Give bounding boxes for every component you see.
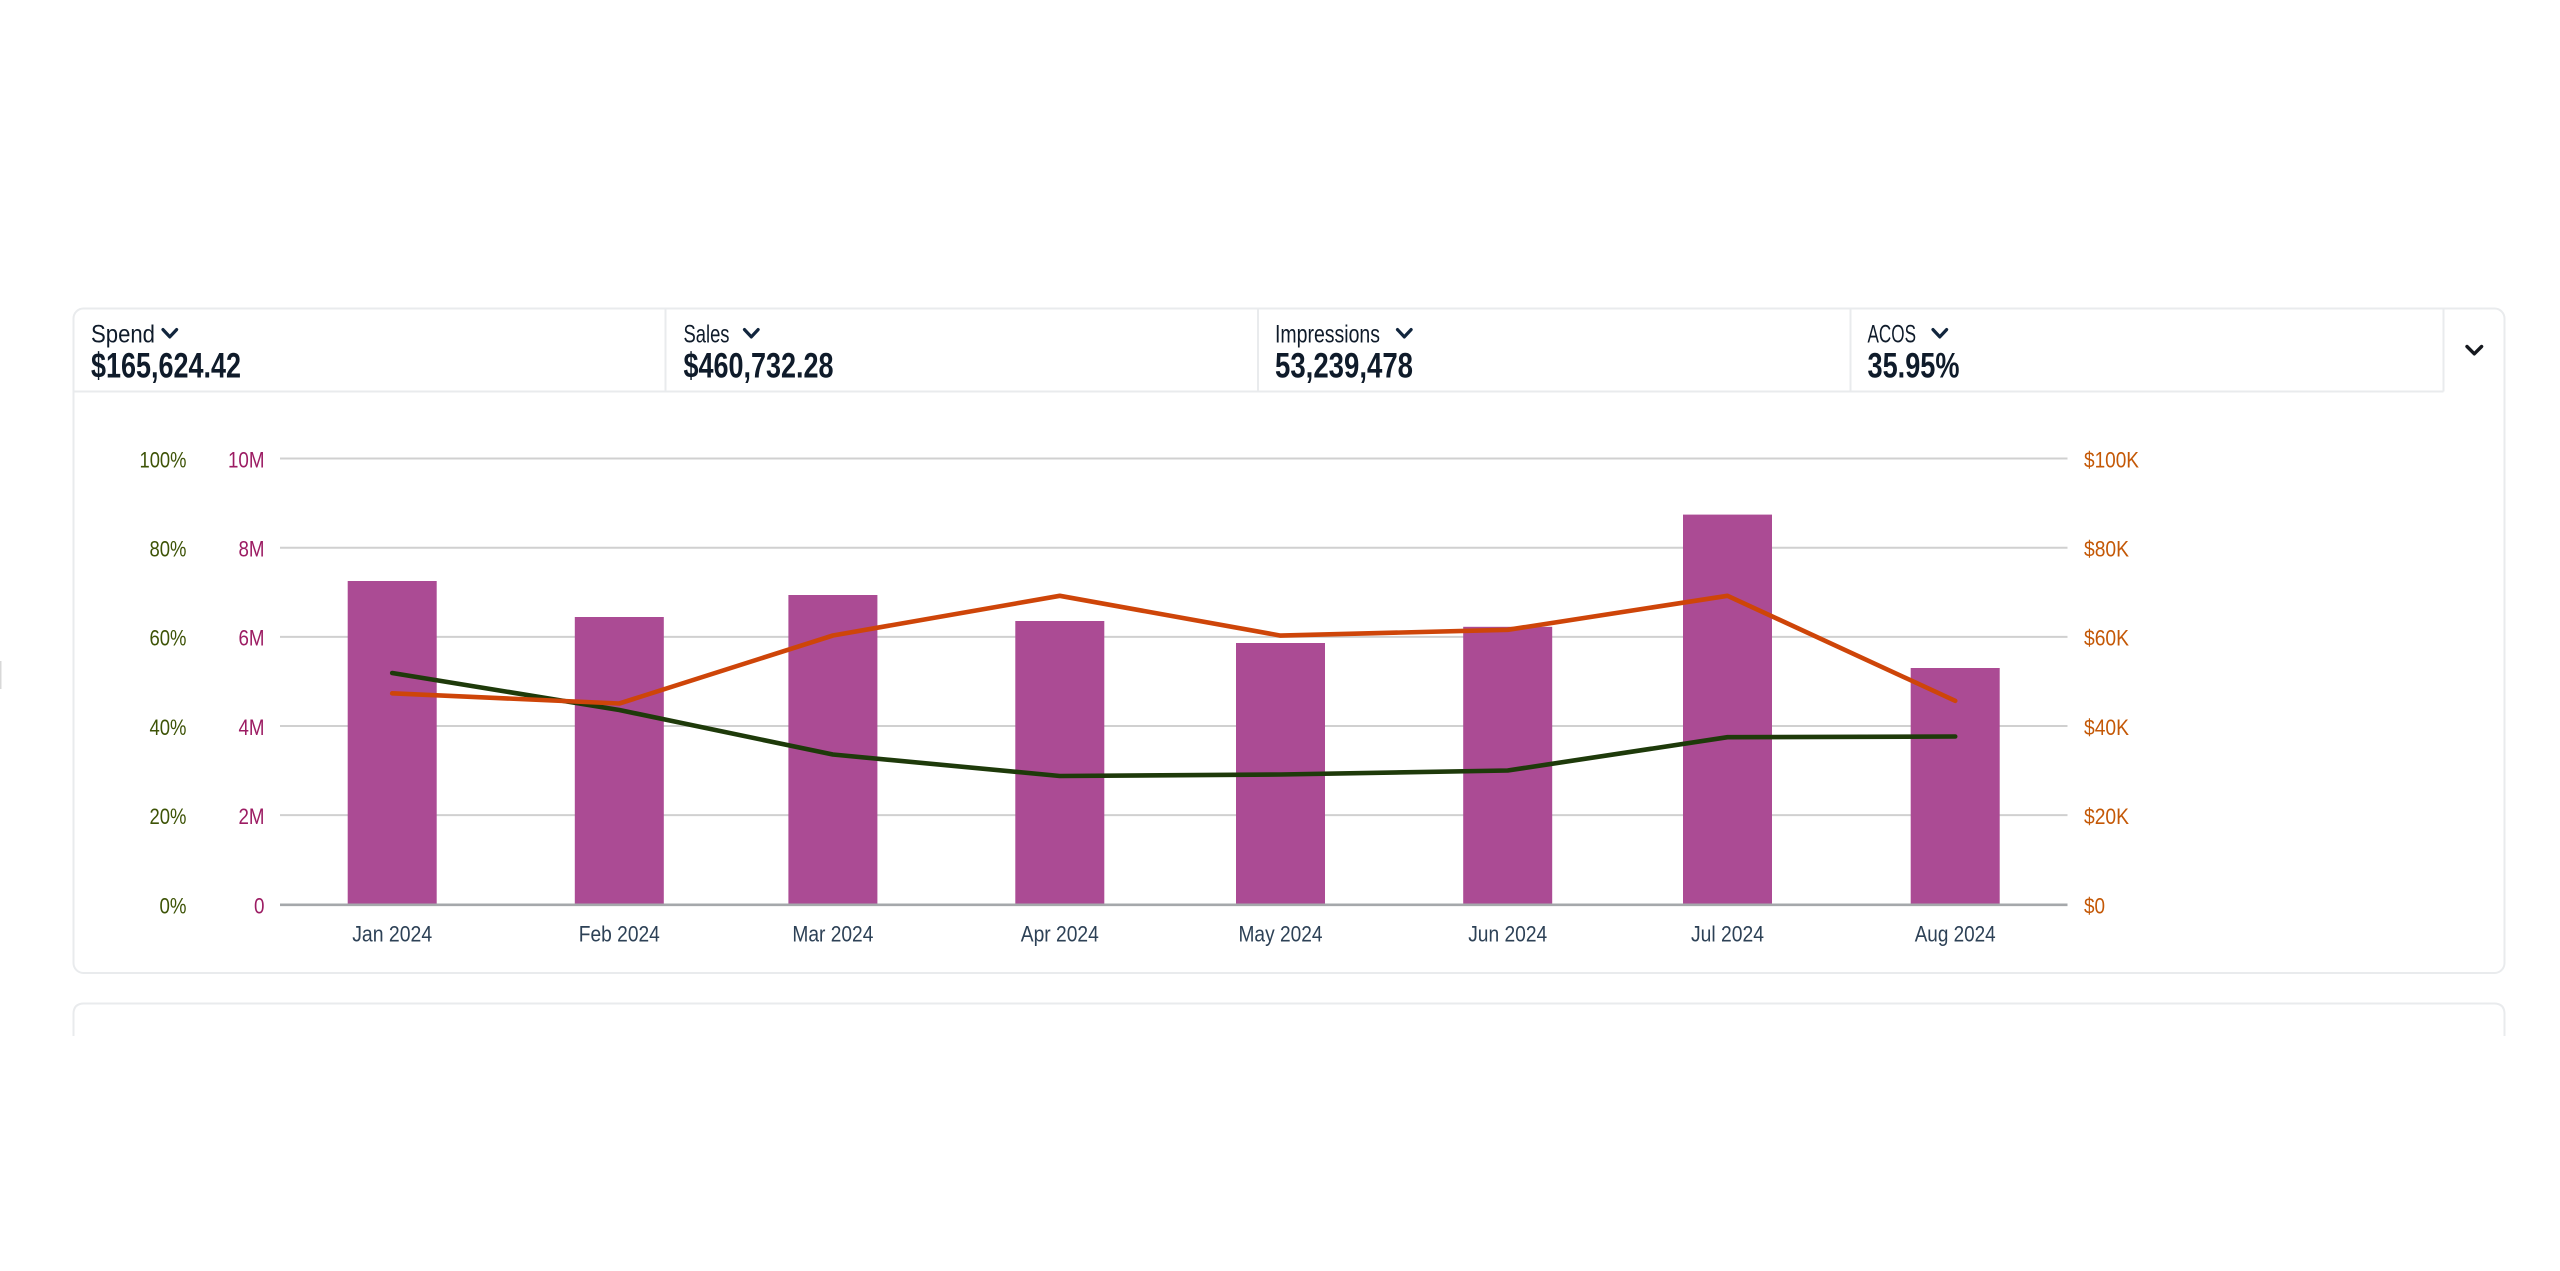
svg-text:Jun 2024: Jun 2024 bbox=[1468, 922, 1547, 947]
svg-text:Spend: Spend bbox=[91, 321, 155, 349]
svg-text:40%: 40% bbox=[150, 715, 187, 740]
svg-text:35.95%: 35.95% bbox=[1868, 347, 1960, 386]
svg-text:Jul 2024: Jul 2024 bbox=[1691, 922, 1764, 947]
svg-text:60%: 60% bbox=[150, 626, 187, 651]
svg-text:0%: 0% bbox=[160, 894, 187, 919]
svg-text:Jan 2024: Jan 2024 bbox=[352, 922, 432, 947]
svg-text:$460,732.28: $460,732.28 bbox=[684, 347, 834, 386]
svg-text:May 2024: May 2024 bbox=[1239, 922, 1323, 947]
svg-text:$80K: $80K bbox=[2084, 537, 2129, 562]
svg-text:$0: $0 bbox=[2084, 894, 2105, 919]
svg-text:Impressions: Impressions bbox=[1275, 321, 1380, 349]
svg-text:$40K: $40K bbox=[2084, 715, 2129, 740]
svg-text:0: 0 bbox=[254, 894, 265, 919]
svg-text:20%: 20% bbox=[150, 804, 187, 829]
svg-text:8M: 8M bbox=[239, 537, 265, 562]
svg-text:Feb 2024: Feb 2024 bbox=[579, 922, 660, 947]
svg-text:$60K: $60K bbox=[2084, 626, 2129, 651]
svg-text:Apr 2024: Apr 2024 bbox=[1021, 922, 1099, 947]
svg-text:10M: 10M bbox=[228, 447, 265, 472]
svg-text:Aug 2024: Aug 2024 bbox=[1915, 922, 1996, 947]
svg-text:$165,624.42: $165,624.42 bbox=[91, 347, 241, 386]
svg-text:6M: 6M bbox=[239, 626, 265, 651]
svg-text:ACOS: ACOS bbox=[1868, 321, 1917, 349]
svg-text:$20K: $20K bbox=[2084, 804, 2129, 829]
svg-text:Sales: Sales bbox=[684, 321, 730, 349]
svg-text:80%: 80% bbox=[150, 537, 187, 562]
svg-text:2M: 2M bbox=[239, 804, 265, 829]
svg-text:4M: 4M bbox=[239, 715, 265, 740]
svg-text:53,239,478: 53,239,478 bbox=[1275, 347, 1413, 386]
svg-text:Mar 2024: Mar 2024 bbox=[792, 922, 873, 947]
svg-text:$100K: $100K bbox=[2084, 447, 2139, 472]
svg-text:100%: 100% bbox=[140, 447, 187, 472]
